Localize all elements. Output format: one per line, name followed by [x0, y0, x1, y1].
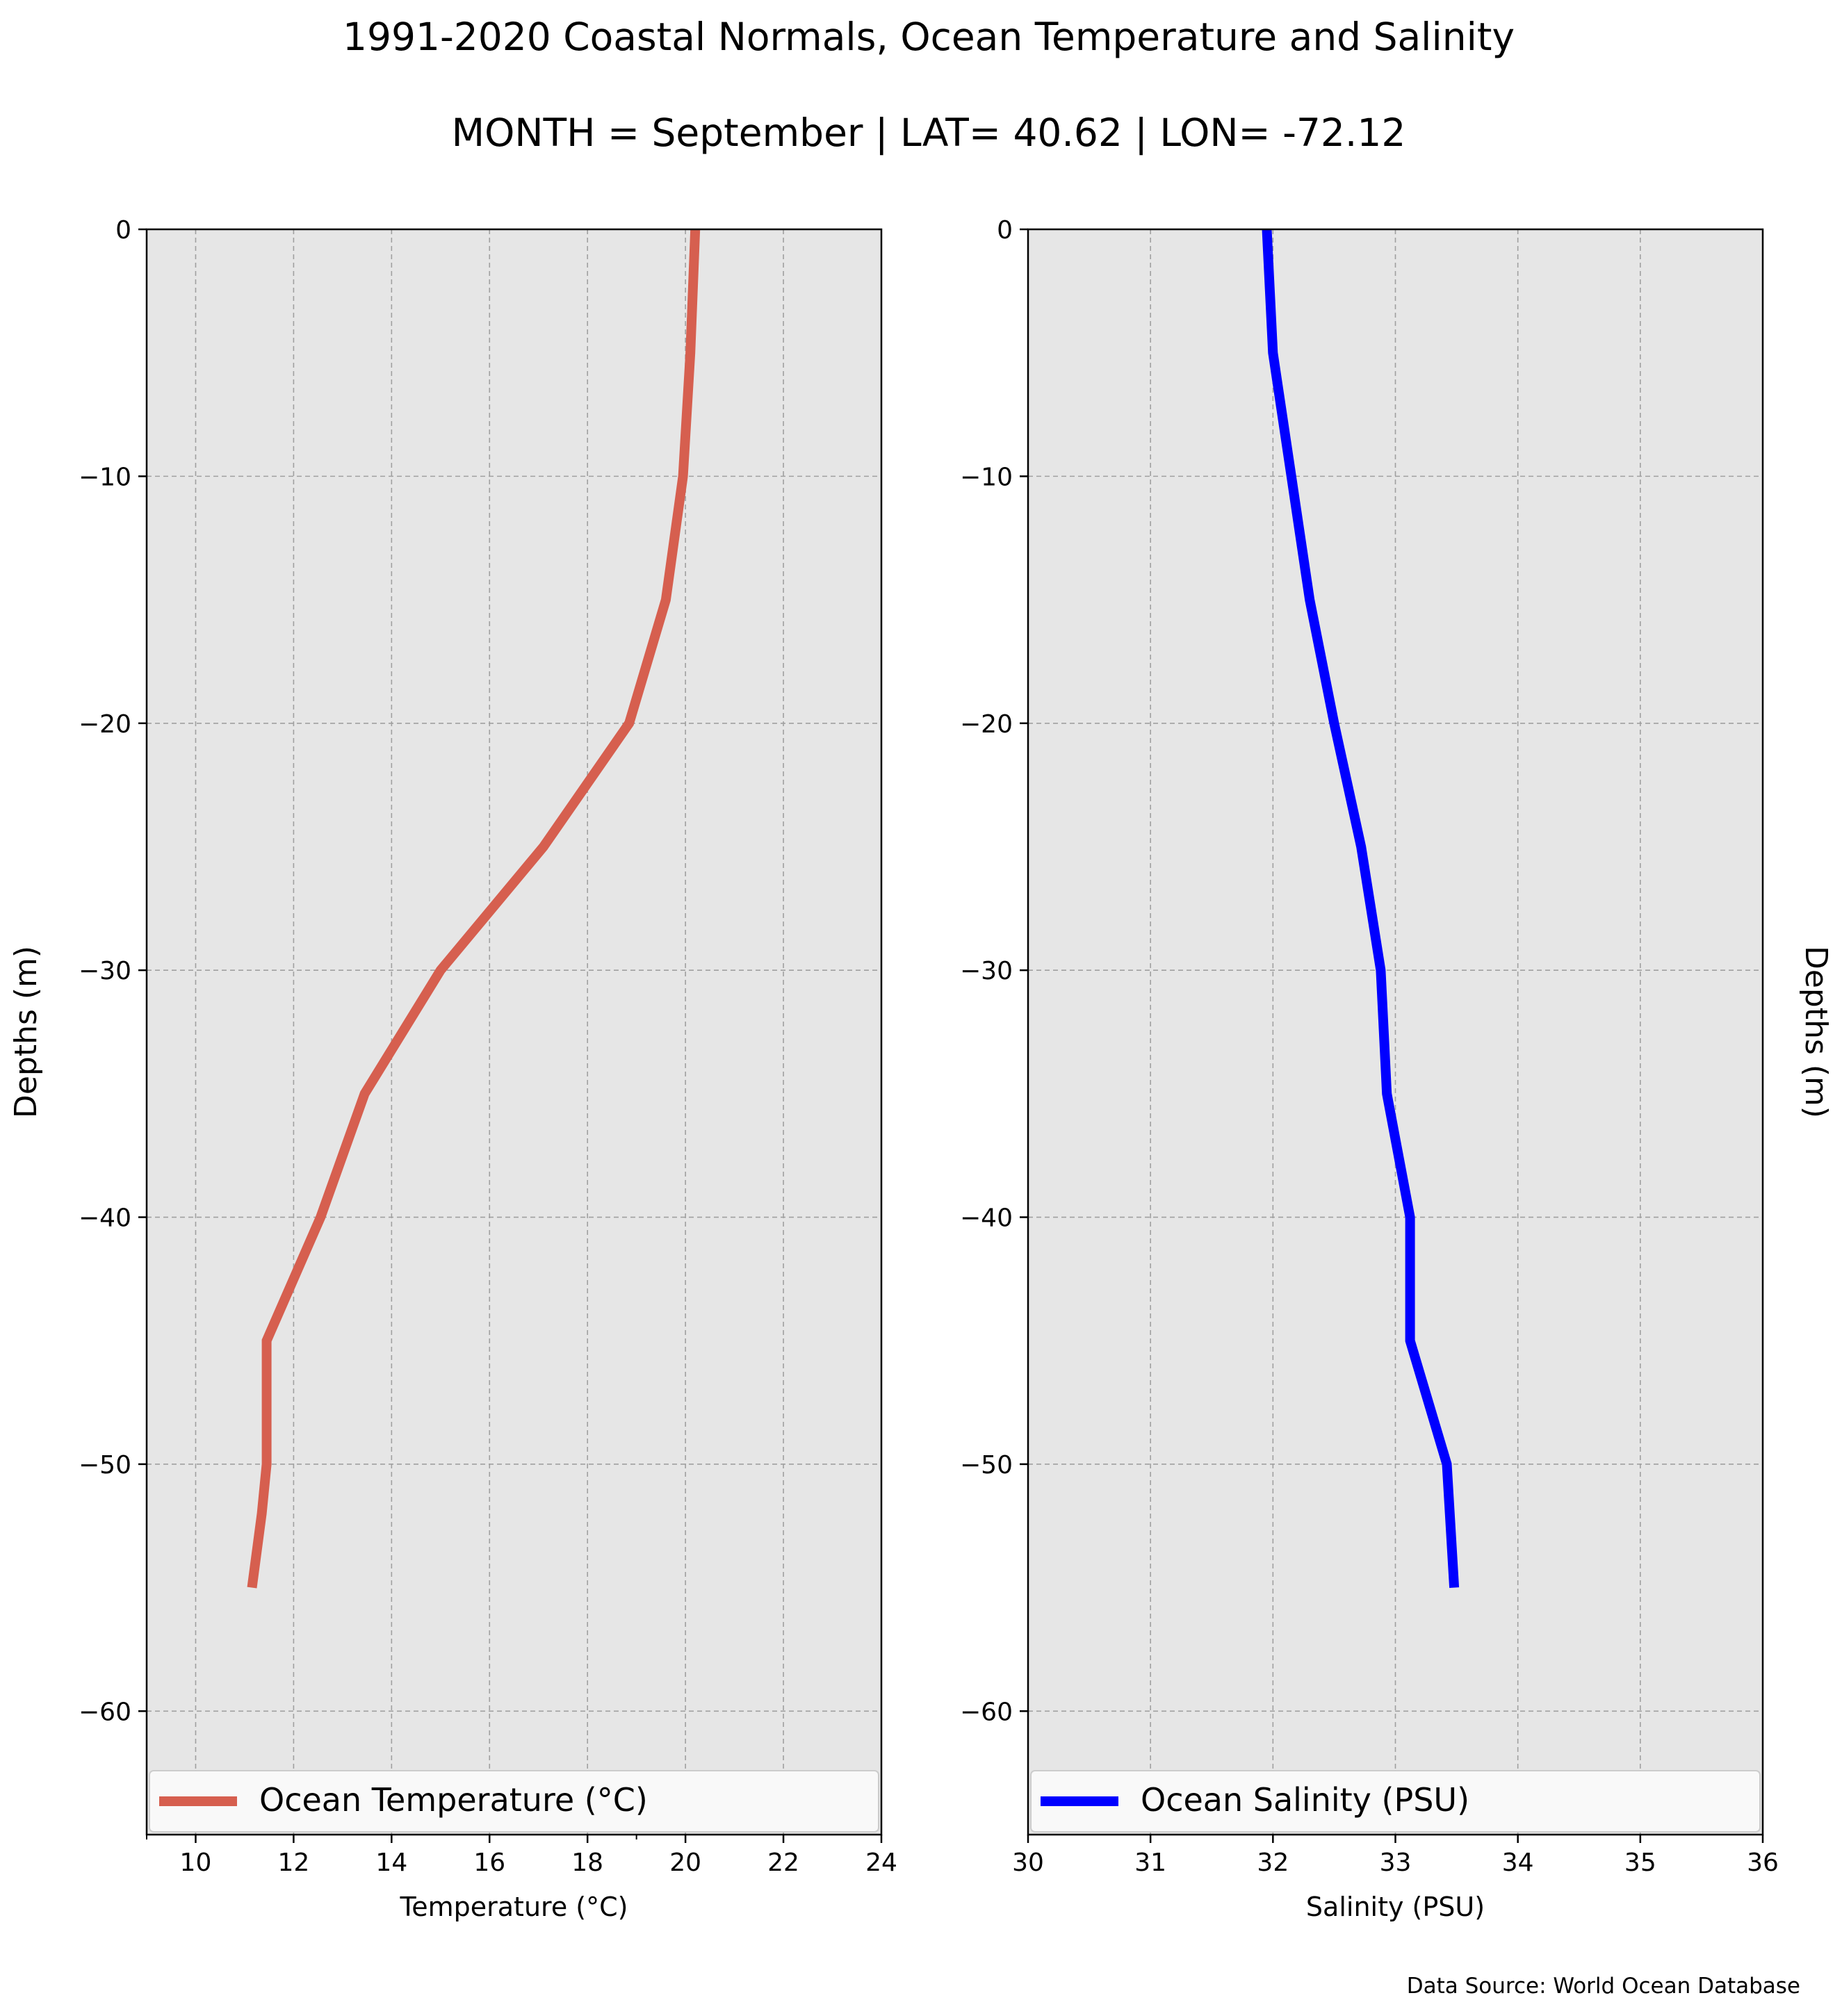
temperature-y-ticks: 0 −10 −20 −30 −40 −50 −60: [79, 216, 147, 1726]
temperature-x-tick-label: 22: [767, 1849, 799, 1877]
temperature-legend: Ocean Temperature (°C): [149, 1770, 879, 1833]
data-source-note: Data Source: World Ocean Database: [1407, 1974, 1800, 1999]
temperature-panel: 10 12 14 16 18 20 22 24 0 −10 −20 −30 −40 −50 −60 Oce…: [8, 216, 897, 1922]
temperature-x-tick-label: 12: [277, 1849, 309, 1877]
salinity-x-axis-label: Salinity (PSU): [1306, 1892, 1485, 1922]
salinity-series: [1262, 229, 1460, 1589]
temperature-y-tick-label: −10: [79, 463, 131, 491]
temperature-legend-label: Ocean Temperature (°C): [259, 1781, 648, 1819]
temperature-legend-box: [149, 1770, 879, 1833]
temperature-x-tick-label: 20: [669, 1849, 701, 1877]
temperature-y-axis-label: Depths (m): [8, 946, 44, 1118]
chart-subtitle: MONTH = September | LAT= 40.62 | LON= -7…: [452, 110, 1406, 156]
temperature-y-tick-label: −40: [79, 1204, 131, 1233]
temperature-y-tick-label: −20: [79, 710, 131, 739]
salinity-y-tick-label: −40: [960, 1204, 1013, 1233]
salinity-x-tick-label: 30: [1012, 1849, 1044, 1877]
temperature-y-tick-label: −30: [79, 957, 131, 985]
temperature-y-tick-label: −50: [79, 1451, 131, 1480]
salinity-y-tick-label: −30: [960, 957, 1013, 985]
salinity-y-ticks: 0 −10 −20 −30 −40 −50 −60: [960, 216, 1028, 1726]
salinity-legend-box: [1030, 1770, 1761, 1833]
temperature-x-tick-label: 14: [375, 1849, 407, 1877]
temperature-x-tick-label: 10: [180, 1849, 212, 1877]
salinity-x-tick-label: 36: [1747, 1849, 1779, 1877]
salinity-panel: 30 31 32 33 34 35 36 0 −10 −20 −30 −40 −50 −60 Ocean…: [960, 216, 1834, 1922]
salinity-x-tick-label: 33: [1380, 1849, 1412, 1877]
salinity-y-tick-label: −10: [960, 463, 1013, 491]
temperature-plot-area: [147, 229, 881, 1835]
salinity-y-tick-label: −20: [960, 710, 1013, 739]
salinity-x-tick-label: 32: [1257, 1849, 1289, 1877]
chart-title: 1991-2020 Coastal Normals, Ocean Tempera…: [343, 15, 1515, 59]
temperature-profile-line: [247, 229, 701, 1589]
salinity-x-tick-label: 34: [1502, 1849, 1534, 1877]
salinity-y-tick-label: 0: [997, 216, 1013, 245]
salinity-legend: Ocean Salinity (PSU): [1030, 1770, 1761, 1833]
salinity-profile-line: [1262, 229, 1460, 1589]
temperature-series: [247, 229, 701, 1589]
temperature-x-tick-label: 16: [473, 1849, 505, 1877]
temperature-x-axis-label: Temperature (°C): [400, 1892, 628, 1922]
salinity-y-tick-label: −50: [960, 1451, 1013, 1480]
salinity-legend-label: Ocean Salinity (PSU): [1141, 1781, 1469, 1819]
salinity-y-axis-label: Depths (m): [1798, 946, 1834, 1118]
temperature-axes-frame: [145, 228, 883, 1836]
temperature-x-tick-label: 24: [865, 1849, 897, 1877]
temperature-y-tick-label: −60: [79, 1698, 131, 1726]
salinity-y-tick-label: −60: [960, 1698, 1013, 1726]
salinity-x-ticks: 30 31 32 33 34 35 36: [1012, 1835, 1779, 1877]
salinity-x-tick-label: 31: [1134, 1849, 1166, 1877]
temperature-y-tick-label: 0: [115, 216, 131, 245]
temperature-x-tick-label: 18: [571, 1849, 603, 1877]
salinity-x-tick-label: 35: [1624, 1849, 1656, 1877]
temperature-x-ticks: 10 12 14 16 18 20 22 24: [180, 1835, 897, 1877]
